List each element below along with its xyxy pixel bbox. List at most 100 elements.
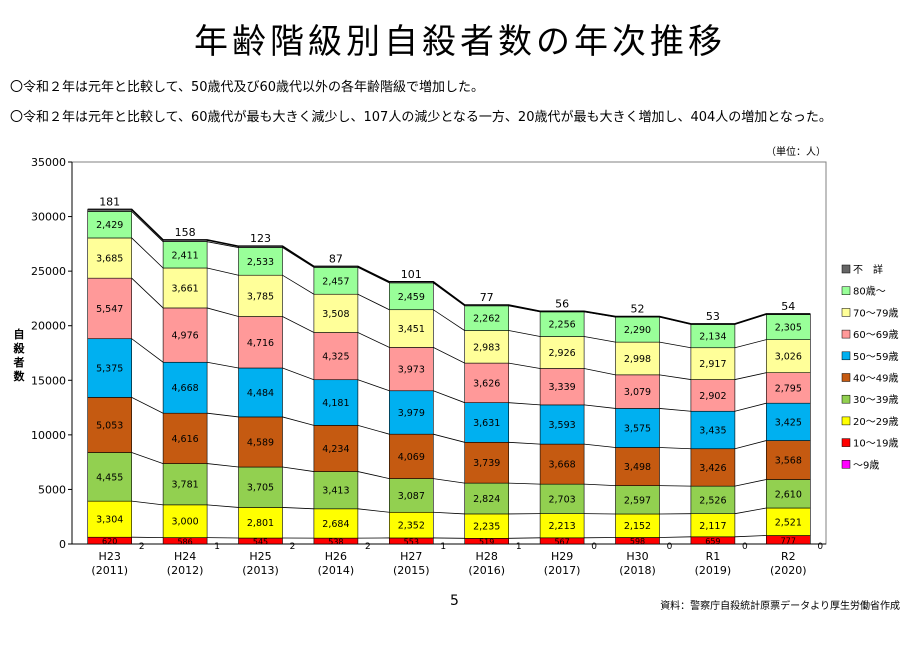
- data-label: 77: [480, 291, 494, 304]
- bar-segment: [464, 330, 510, 364]
- data-label: 3,425: [775, 417, 802, 428]
- bar-segment: [313, 266, 359, 268]
- page-number: 5: [450, 593, 459, 609]
- data-label: 2,457: [322, 276, 349, 287]
- data-label: 598: [630, 537, 645, 546]
- x-tick-label-year: (2017): [544, 564, 581, 577]
- bar-segment: [313, 425, 359, 472]
- y-axis-label: 自殺者数: [13, 328, 25, 383]
- bar-segment: [690, 379, 736, 412]
- bar-segment: [464, 362, 510, 403]
- data-label: 54: [781, 300, 795, 313]
- y-tick-label: 25000: [31, 265, 66, 278]
- data-label: 3,426: [699, 463, 726, 474]
- data-label: 2,213: [548, 521, 575, 532]
- data-label: 1: [440, 542, 446, 552]
- bar-segment: [615, 316, 660, 318]
- bar-segment: [765, 372, 811, 404]
- x-tick-label: R1: [706, 550, 721, 563]
- data-label: 2,521: [775, 517, 802, 528]
- bar-segment: [238, 316, 283, 369]
- data-label: 3,079: [624, 387, 651, 398]
- x-tick-label: H23: [99, 550, 121, 563]
- bar-segment: [388, 390, 434, 435]
- bar-segment: [388, 282, 434, 311]
- bar-segment: [87, 211, 132, 239]
- bar-segment: [690, 323, 736, 325]
- data-label: 2,597: [624, 495, 651, 506]
- x-tick-label-year: (2016): [468, 564, 505, 577]
- bar-segment: [765, 440, 811, 480]
- data-label: 3,304: [96, 515, 123, 526]
- data-label: 3,026: [775, 352, 802, 363]
- page-title: 年齢階級別自殺者数の年次推移: [194, 22, 726, 62]
- bar-segment: [464, 482, 510, 515]
- legend-swatch: [841, 329, 851, 339]
- bar-segment: [162, 267, 208, 309]
- bar-segment: [87, 338, 132, 398]
- data-label: 158: [175, 226, 196, 239]
- data-label: 3,339: [548, 382, 575, 393]
- data-label: 2,459: [398, 292, 425, 303]
- bar-segment: [162, 463, 208, 506]
- x-tick-label-year: (2012): [167, 564, 204, 577]
- data-label: 3,451: [398, 324, 425, 335]
- data-label: 2,411: [171, 250, 198, 261]
- data-label: 101: [401, 268, 422, 281]
- bar-segment: [162, 307, 208, 363]
- data-label: 181: [99, 195, 120, 208]
- data-label: 2: [139, 542, 145, 552]
- y-tick-label: 15000: [31, 374, 66, 387]
- bar-segment: [464, 513, 510, 539]
- x-tick-label: H27: [400, 550, 422, 563]
- bar-segment: [238, 245, 283, 248]
- series-connector-line: [87, 452, 811, 487]
- data-label: 3,498: [624, 462, 651, 473]
- data-label: 5,375: [96, 364, 123, 375]
- summary-bullet-2: 〇令和２年は元年と比較して、60歳代が最も大きく減少し、107人の減少となる一方…: [10, 110, 832, 125]
- bar-segment: [238, 367, 283, 418]
- data-label: 3,000: [171, 517, 198, 528]
- data-label: 52: [631, 303, 645, 316]
- data-label: 2: [290, 542, 296, 552]
- data-label: 2,917: [699, 359, 726, 370]
- bar-segment: [615, 374, 660, 409]
- bar-segment: [388, 511, 434, 539]
- bar-segment: [162, 412, 208, 464]
- data-label: 53: [706, 310, 720, 323]
- bar-segment: [238, 466, 283, 508]
- y-tick-label: 0: [59, 538, 66, 551]
- data-label: 2,824: [473, 494, 500, 505]
- series-connector-line: [87, 277, 811, 380]
- bar-segment: [388, 433, 434, 479]
- data-label: 3,508: [322, 309, 349, 320]
- bar-segment: [313, 332, 359, 381]
- series-connector-line: [87, 237, 811, 349]
- bar-segment: [87, 209, 132, 212]
- bar-segment: [765, 479, 811, 509]
- series-connector-line: [87, 500, 811, 515]
- x-tick-label: H28: [476, 550, 498, 563]
- data-label: 2,256: [548, 320, 575, 331]
- data-label: 567: [554, 537, 569, 546]
- x-tick-label: H30: [626, 550, 648, 563]
- bar-segment: [539, 311, 585, 337]
- x-tick-label: H25: [249, 550, 271, 563]
- data-label: 4,325: [322, 352, 349, 363]
- legend-swatch: [841, 460, 851, 469]
- data-label: 3,631: [473, 418, 500, 429]
- bar-segment: [313, 267, 359, 295]
- data-label: 3,413: [322, 486, 349, 497]
- bar-segment: [464, 304, 510, 307]
- stacked-bar-chart: 0500010000150002000025000300003500026203…: [31, 156, 898, 577]
- data-label: 620: [102, 537, 117, 546]
- legend-swatch: [841, 394, 851, 404]
- legend-label: 40～49歳: [853, 373, 898, 385]
- bar-segment: [464, 305, 510, 331]
- data-label: 3,575: [624, 423, 651, 434]
- data-label: 0: [667, 542, 673, 552]
- x-tick-label: H29: [551, 550, 573, 563]
- legend-label: 不 詳: [853, 263, 883, 276]
- bar-segment: [539, 443, 585, 485]
- x-tick-label-year: (2019): [695, 564, 732, 577]
